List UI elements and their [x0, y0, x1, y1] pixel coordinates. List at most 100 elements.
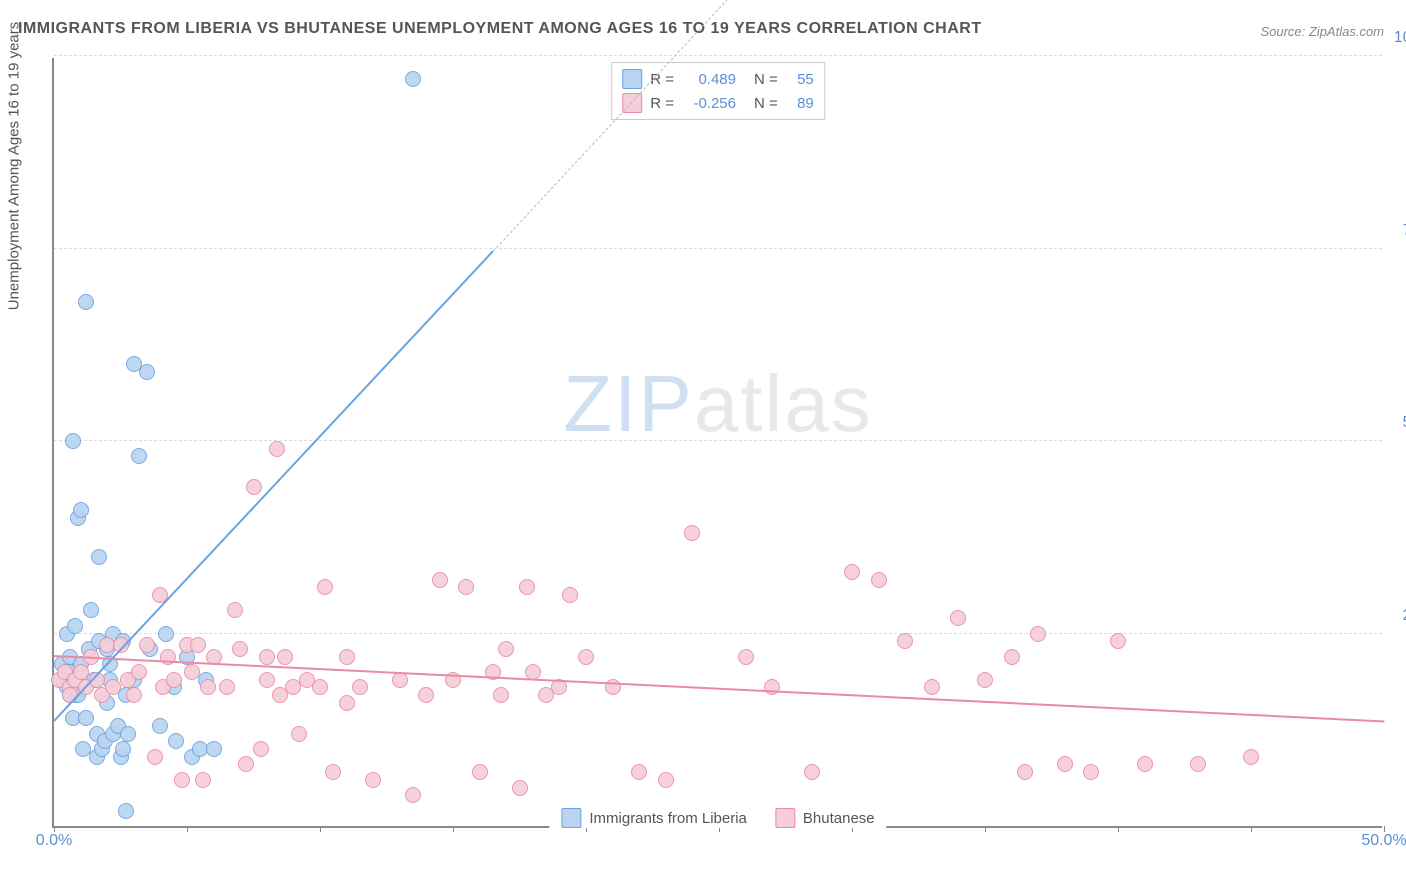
data-point-liberia — [78, 294, 94, 310]
data-point-bhutanese — [195, 772, 211, 788]
data-point-bhutanese — [764, 679, 780, 695]
data-point-bhutanese — [519, 579, 535, 595]
correlation-legend: R =0.489N =55R =-0.256N =89 — [611, 62, 825, 120]
data-point-bhutanese — [1083, 764, 1099, 780]
data-point-bhutanese — [897, 633, 913, 649]
data-point-bhutanese — [365, 772, 381, 788]
n-value: 55 — [786, 71, 814, 88]
data-point-bhutanese — [1137, 756, 1153, 772]
data-point-bhutanese — [126, 687, 142, 703]
data-point-liberia — [65, 433, 81, 449]
data-point-bhutanese — [105, 679, 121, 695]
data-point-liberia — [91, 549, 107, 565]
legend-label: Bhutanese — [803, 810, 875, 827]
x-tick — [1251, 826, 1252, 832]
data-point-bhutanese — [259, 649, 275, 665]
r-label: R = — [650, 95, 674, 112]
data-point-bhutanese — [458, 579, 474, 595]
y-tick-label: 25.0% — [1403, 607, 1406, 625]
data-point-liberia — [67, 618, 83, 634]
y-tick-label: 50.0% — [1403, 414, 1406, 432]
data-point-bhutanese — [147, 749, 163, 765]
data-point-bhutanese — [73, 664, 89, 680]
data-point-liberia — [120, 726, 136, 742]
data-point-bhutanese — [1190, 756, 1206, 772]
series-legend: Immigrants from Liberia Bhutanese — [549, 808, 886, 828]
data-point-bhutanese — [472, 764, 488, 780]
data-point-bhutanese — [312, 679, 328, 695]
r-value: -0.256 — [682, 95, 736, 112]
source-attribution: Source: ZipAtlas.com — [1260, 24, 1384, 39]
data-point-liberia — [118, 803, 134, 819]
data-point-bhutanese — [139, 637, 155, 653]
watermark-atlas: atlas — [694, 359, 873, 448]
data-point-liberia — [152, 718, 168, 734]
data-point-liberia — [158, 626, 174, 642]
legend-row-bhutanese: R =-0.256N =89 — [622, 91, 814, 115]
data-point-bhutanese — [352, 679, 368, 695]
x-tick — [985, 826, 986, 832]
r-value: 0.489 — [682, 71, 736, 88]
y-tick-label: 100.0% — [1394, 29, 1406, 47]
legend-label: Immigrants from Liberia — [589, 810, 747, 827]
data-point-bhutanese — [658, 772, 674, 788]
data-point-bhutanese — [1004, 649, 1020, 665]
n-label: N = — [754, 71, 778, 88]
x-tick-label: 50.0% — [1361, 832, 1406, 850]
data-point-liberia — [131, 448, 147, 464]
data-point-liberia — [78, 710, 94, 726]
data-point-bhutanese — [498, 641, 514, 657]
data-point-bhutanese — [246, 479, 262, 495]
watermark: ZIPatlas — [563, 358, 872, 450]
data-point-bhutanese — [317, 579, 333, 595]
data-point-bhutanese — [512, 780, 528, 796]
data-point-bhutanese — [166, 672, 182, 688]
data-point-bhutanese — [804, 764, 820, 780]
data-point-bhutanese — [291, 726, 307, 742]
data-point-bhutanese — [844, 564, 860, 580]
x-tick-label: 0.0% — [36, 832, 72, 850]
legend-item-liberia: Immigrants from Liberia — [561, 808, 747, 828]
data-point-bhutanese — [977, 672, 993, 688]
data-point-bhutanese — [738, 649, 754, 665]
data-point-bhutanese — [269, 441, 285, 457]
x-tick — [1118, 826, 1119, 832]
data-point-bhutanese — [190, 637, 206, 653]
data-point-bhutanese — [339, 649, 355, 665]
plot-area: ZIPatlas R =0.489N =55R =-0.256N =89 25.… — [52, 58, 1382, 828]
data-point-bhutanese — [578, 649, 594, 665]
data-point-bhutanese — [339, 695, 355, 711]
data-point-bhutanese — [184, 664, 200, 680]
data-point-bhutanese — [200, 679, 216, 695]
data-point-bhutanese — [1017, 764, 1033, 780]
y-axis-label: Unemployment Among Ages 16 to 19 years — [6, 22, 23, 311]
x-tick — [320, 826, 321, 832]
data-point-bhutanese — [684, 525, 700, 541]
data-point-bhutanese — [253, 741, 269, 757]
data-point-bhutanese — [432, 572, 448, 588]
data-point-bhutanese — [950, 610, 966, 626]
data-point-bhutanese — [405, 787, 421, 803]
data-point-bhutanese — [232, 641, 248, 657]
data-point-bhutanese — [562, 587, 578, 603]
data-point-liberia — [115, 741, 131, 757]
data-point-bhutanese — [1110, 633, 1126, 649]
data-point-bhutanese — [325, 764, 341, 780]
x-tick — [187, 826, 188, 832]
gridline-h — [54, 440, 1382, 441]
gridline-h — [54, 55, 1382, 56]
data-point-bhutanese — [418, 687, 434, 703]
legend-item-bhutanese: Bhutanese — [775, 808, 875, 828]
trend-line — [54, 655, 1384, 723]
x-tick — [453, 826, 454, 832]
data-point-bhutanese — [1243, 749, 1259, 765]
watermark-zip: ZIP — [563, 359, 693, 448]
data-point-liberia — [405, 71, 421, 87]
data-point-bhutanese — [924, 679, 940, 695]
swatch-liberia — [622, 69, 642, 89]
gridline-h — [54, 248, 1382, 249]
n-value: 89 — [786, 95, 814, 112]
data-point-bhutanese — [277, 649, 293, 665]
data-point-bhutanese — [227, 602, 243, 618]
data-point-liberia — [206, 741, 222, 757]
